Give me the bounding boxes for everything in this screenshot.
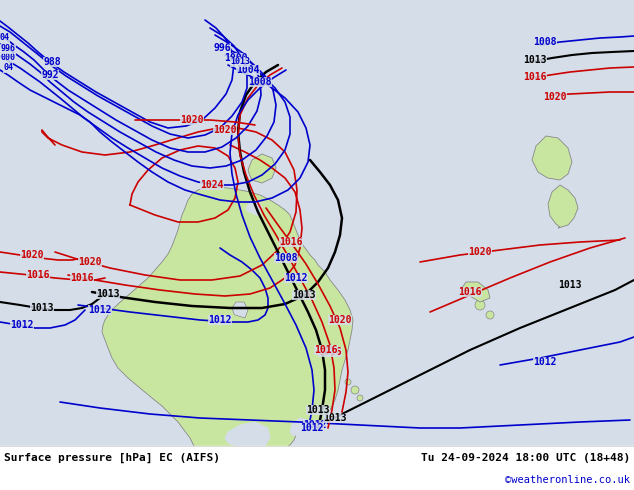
Text: 1013: 1013 — [523, 55, 547, 65]
Text: 1013: 1013 — [559, 280, 582, 290]
Text: 1013: 1013 — [306, 405, 330, 415]
Text: 1020: 1020 — [328, 315, 352, 325]
Polygon shape — [102, 187, 353, 455]
Text: 1012: 1012 — [88, 305, 112, 315]
Text: 1013: 1013 — [292, 290, 316, 300]
Text: 1004: 1004 — [236, 65, 260, 75]
Text: 04: 04 — [3, 64, 13, 73]
Text: 1000: 1000 — [224, 53, 248, 63]
Circle shape — [509, 479, 515, 485]
Text: 04: 04 — [0, 33, 10, 43]
Text: Tu 24-09-2024 18:00 UTC (18+48): Tu 24-09-2024 18:00 UTC (18+48) — [421, 453, 630, 464]
Polygon shape — [532, 136, 572, 180]
Polygon shape — [426, 468, 450, 485]
Circle shape — [516, 466, 524, 474]
Text: 1012: 1012 — [284, 273, 307, 283]
Text: 1013: 1013 — [323, 413, 347, 423]
Bar — [0, 446, 634, 490]
Circle shape — [475, 300, 485, 310]
Text: 1012: 1012 — [10, 320, 34, 330]
Polygon shape — [290, 418, 312, 438]
Text: 1020: 1020 — [180, 115, 204, 125]
Text: 1016: 1016 — [26, 270, 49, 280]
Text: 988: 988 — [43, 57, 61, 67]
Polygon shape — [312, 458, 382, 488]
Text: ©weatheronline.co.uk: ©weatheronline.co.uk — [505, 475, 630, 485]
Text: 1012: 1012 — [208, 315, 232, 325]
Circle shape — [44, 468, 52, 476]
Polygon shape — [225, 422, 270, 448]
Text: 1016: 1016 — [458, 287, 482, 297]
Circle shape — [357, 395, 363, 401]
Polygon shape — [232, 302, 248, 318]
Circle shape — [345, 379, 351, 385]
Circle shape — [477, 475, 483, 481]
Circle shape — [485, 467, 495, 477]
Text: 1012: 1012 — [533, 357, 557, 367]
Polygon shape — [462, 282, 490, 302]
Text: 992: 992 — [41, 70, 59, 80]
Text: 1020: 1020 — [469, 247, 492, 257]
Text: 1013: 1013 — [230, 57, 250, 67]
Circle shape — [13, 461, 27, 475]
Text: 1008: 1008 — [533, 37, 557, 47]
Circle shape — [486, 311, 494, 319]
Text: 1016: 1016 — [523, 72, 547, 82]
Circle shape — [501, 472, 509, 480]
Text: 1016: 1016 — [318, 347, 342, 357]
Text: 1013: 1013 — [96, 289, 120, 299]
Polygon shape — [548, 185, 578, 228]
Text: 1020: 1020 — [543, 92, 567, 102]
Text: 1016: 1016 — [314, 345, 338, 355]
Polygon shape — [246, 200, 262, 216]
Text: 996: 996 — [213, 43, 231, 53]
Circle shape — [30, 465, 40, 475]
Text: 1016: 1016 — [279, 237, 303, 247]
Text: 1020: 1020 — [20, 250, 44, 260]
Text: 1020: 1020 — [213, 125, 236, 135]
Text: 1008: 1008 — [249, 77, 272, 87]
Text: Surface pressure [hPa] EC (AIFS): Surface pressure [hPa] EC (AIFS) — [4, 453, 220, 464]
Polygon shape — [248, 154, 276, 183]
Text: 000: 000 — [1, 53, 15, 63]
Text: 1008: 1008 — [275, 253, 298, 263]
Text: 1012: 1012 — [301, 423, 324, 433]
Text: 1016: 1016 — [70, 273, 94, 283]
Polygon shape — [0, 448, 30, 462]
Polygon shape — [55, 465, 155, 484]
Text: 996: 996 — [1, 45, 15, 53]
Text: 1013: 1013 — [30, 303, 54, 313]
Text: 1024: 1024 — [200, 180, 224, 190]
Text: 1012: 1012 — [303, 420, 327, 430]
Text: 1020: 1020 — [78, 257, 101, 267]
Circle shape — [482, 292, 488, 298]
Circle shape — [351, 386, 359, 394]
